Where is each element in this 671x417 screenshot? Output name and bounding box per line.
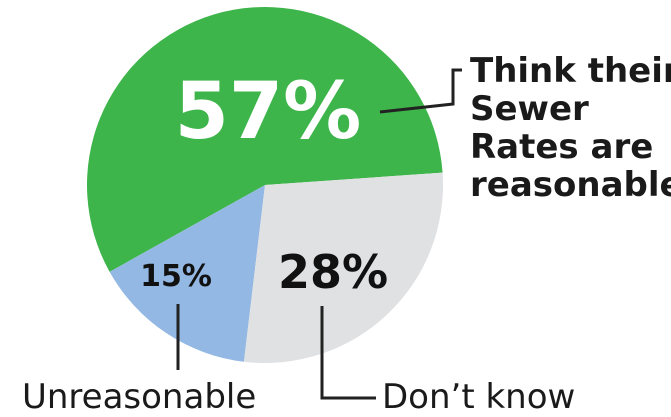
- pie-slices: [86, 6, 443, 363]
- slice-value-label-dont-know: 28%: [278, 245, 388, 299]
- callout-reasonable-line-1: Think their: [470, 51, 671, 91]
- callout-reasonable-line-2: Sewer: [470, 89, 589, 129]
- callout-labels: Think their Sewer Rates are reasonable D…: [22, 51, 671, 417]
- callout-reasonable-line-4: reasonable: [470, 165, 671, 205]
- callout-reasonable: Think their Sewer Rates are reasonable: [470, 51, 671, 205]
- slice-value-label-unreasonable: 15%: [140, 259, 212, 294]
- slice-dont-know: [243, 172, 443, 363]
- slice-unreasonable: [109, 185, 265, 362]
- leader-lines: [176, 68, 462, 400]
- callout-reasonable-line-3: Rates are: [470, 127, 653, 167]
- slice-reasonable: [86, 6, 443, 272]
- callout-unreasonable: Unreasonable: [22, 377, 256, 417]
- callout-dont-know: Don’t know: [382, 377, 575, 417]
- slice-value-label-reasonable: 57%: [175, 67, 362, 157]
- leader-line-dont-know: [320, 306, 376, 400]
- leader-line-reasonable: [379, 68, 462, 114]
- slice-value-labels: 57% 28% 15%: [140, 67, 388, 299]
